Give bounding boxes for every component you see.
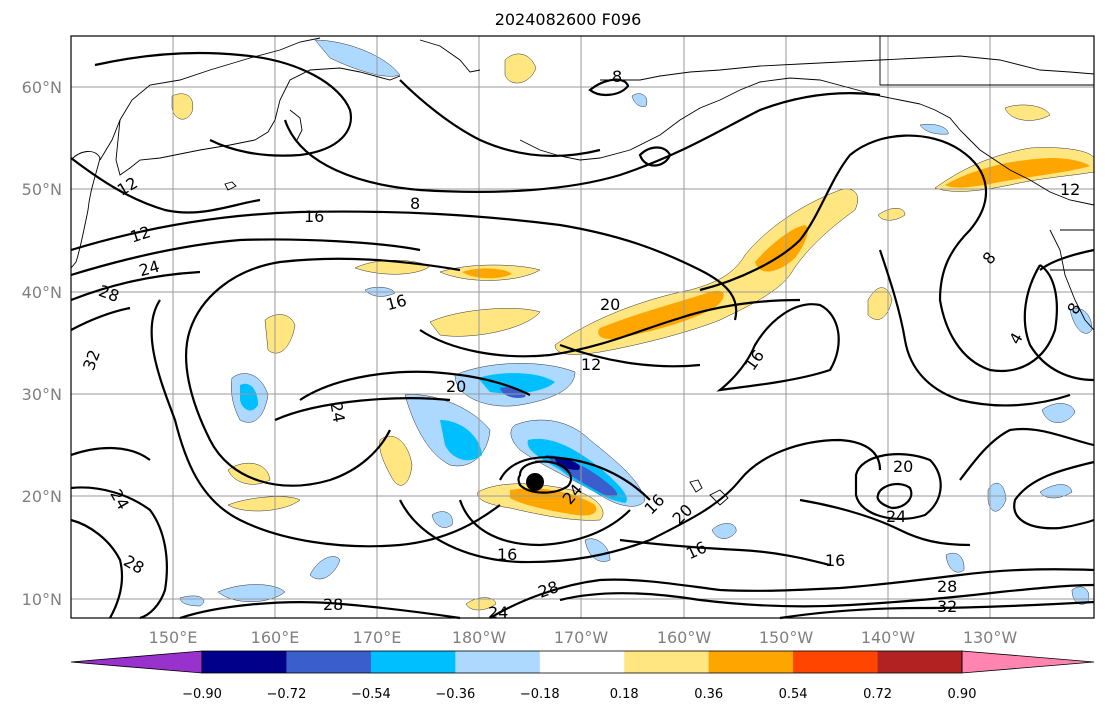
positive-region-yellow xyxy=(1004,104,1051,121)
colorbar-tick-label: −0.72 xyxy=(267,687,307,702)
positive-region-yellow xyxy=(554,188,858,355)
contour-label: 20 xyxy=(600,295,620,314)
colorbar-cell xyxy=(624,651,710,673)
positive-region-yellow xyxy=(877,208,906,221)
lon-label: 130°W xyxy=(963,628,1018,647)
negative-region-lightblue xyxy=(314,39,401,77)
colorbar-tick-label: 0.36 xyxy=(694,687,723,702)
map-title: 2024082600 F096 xyxy=(495,10,642,29)
contour-label: 28 xyxy=(937,577,957,596)
negative-region-lightblue xyxy=(631,93,648,107)
colorbar-cell xyxy=(286,651,372,673)
contour-label: 20 xyxy=(446,377,466,396)
shaded-field xyxy=(171,39,1095,611)
colorbar-tick-label: 0.72 xyxy=(863,687,892,702)
contour-label: 28 xyxy=(323,595,343,614)
colorbar-tick-label: 0.18 xyxy=(610,687,639,702)
map-background xyxy=(71,36,1094,618)
colorbar-tick-label: −0.54 xyxy=(351,687,391,702)
lon-label: 150°W xyxy=(759,628,814,647)
contour-label: 16 xyxy=(304,207,324,226)
positive-region-orange xyxy=(598,290,724,340)
lat-label: 20°N xyxy=(22,487,62,506)
contour-label: 8 xyxy=(410,194,420,213)
colorbar-extend-min xyxy=(70,650,203,674)
negative-region-navy xyxy=(555,458,580,470)
contour-label: 8 xyxy=(612,67,622,86)
positive-region-orange xyxy=(510,488,597,516)
positive-region-orange xyxy=(462,268,512,279)
contour-label: 20 xyxy=(893,457,913,476)
map-panel: 8 12 12 16 8 24 28 32 16 20 12 20 24 16 … xyxy=(70,35,1095,622)
colorbar-cell xyxy=(877,651,963,673)
positive-region-yellow xyxy=(171,93,194,120)
lon-label: 140°W xyxy=(861,628,916,647)
negative-region-lightblue xyxy=(431,511,453,528)
lon-label: 180°W xyxy=(452,628,507,647)
lat-label: 30°N xyxy=(22,385,62,404)
colorbar-tick-label: −0.90 xyxy=(182,687,222,702)
negative-region-cyan xyxy=(440,420,482,461)
colorbar-cell xyxy=(539,651,625,673)
contour-lines xyxy=(70,51,1095,620)
contour-label: 12 xyxy=(581,355,601,374)
contour-label: 24 xyxy=(137,257,162,281)
negative-region-lightblue xyxy=(584,538,611,562)
longitude-labels: 150°E 160°E 170°E 180°W 170°W 160°W 150°… xyxy=(149,628,1018,647)
negative-region-lightblue xyxy=(179,595,205,607)
positive-region-yellow xyxy=(227,462,271,485)
colorbar-cell xyxy=(708,651,794,673)
colorbar-tick-label: −0.18 xyxy=(520,687,560,702)
negative-region-lightblue xyxy=(309,556,341,580)
lat-label: 50°N xyxy=(22,180,62,199)
positive-region-orange xyxy=(755,225,808,272)
colorbar-tick-label: 0.90 xyxy=(948,687,977,702)
colorbar-tick-label: −0.36 xyxy=(435,687,475,702)
positive-region-yellow xyxy=(379,435,413,486)
negative-region-lightblue xyxy=(945,552,965,573)
contour-label: 16 xyxy=(497,545,517,564)
positive-region-yellow xyxy=(429,308,541,337)
positive-region-yellow xyxy=(867,287,893,320)
lat-label: 60°N xyxy=(22,78,62,97)
negative-region-lightblue xyxy=(711,523,737,539)
contour-label: 24 xyxy=(488,603,508,622)
negative-region-lightblue xyxy=(1041,403,1076,423)
lon-label: 160°W xyxy=(657,628,712,647)
contour-label: 12 xyxy=(1060,180,1080,199)
map-frame xyxy=(70,35,1095,619)
negative-region-cyan xyxy=(478,373,555,394)
contour-label: 16 xyxy=(384,291,409,315)
gridlines xyxy=(71,36,1094,618)
colorbar-tick-label: 0.54 xyxy=(779,687,808,702)
negative-region-cyan xyxy=(240,383,258,411)
contour-label: 16 xyxy=(825,551,845,570)
coastlines xyxy=(70,36,1095,506)
positive-region-yellow xyxy=(504,53,537,84)
colorbar-cell xyxy=(370,651,456,673)
lat-label: 10°N xyxy=(22,590,62,609)
colorbar-cell xyxy=(455,651,541,673)
latitude-labels: 60°N 50°N 40°N 30°N 20°N 10°N xyxy=(22,78,62,609)
positive-region-orange xyxy=(945,158,1090,188)
colorbar-extend-max xyxy=(961,650,1095,674)
positive-region-yellow xyxy=(227,496,301,512)
negative-region-lightblue xyxy=(919,124,949,135)
lon-label: 150°E xyxy=(149,628,198,647)
contour-label: 24 xyxy=(326,401,348,424)
lon-label: 170°W xyxy=(554,628,609,647)
contour-label: 32 xyxy=(937,597,957,616)
negative-region-lightblue xyxy=(1039,484,1073,499)
contour-label: 24 xyxy=(886,507,906,526)
colorbar: −0.90 −0.72 −0.54 −0.36 −0.18 0.18 0.36 0.54 0.7… xyxy=(70,650,1095,702)
colorbar-frame xyxy=(201,650,963,674)
colorbar-cell xyxy=(793,651,879,673)
lat-label: 40°N xyxy=(22,283,62,302)
storm-center-marker xyxy=(526,473,544,491)
lon-label: 160°E xyxy=(251,628,300,647)
lon-label: 170°E xyxy=(353,628,402,647)
colorbar-cell xyxy=(202,651,287,673)
negative-region-lightblue xyxy=(217,584,286,602)
